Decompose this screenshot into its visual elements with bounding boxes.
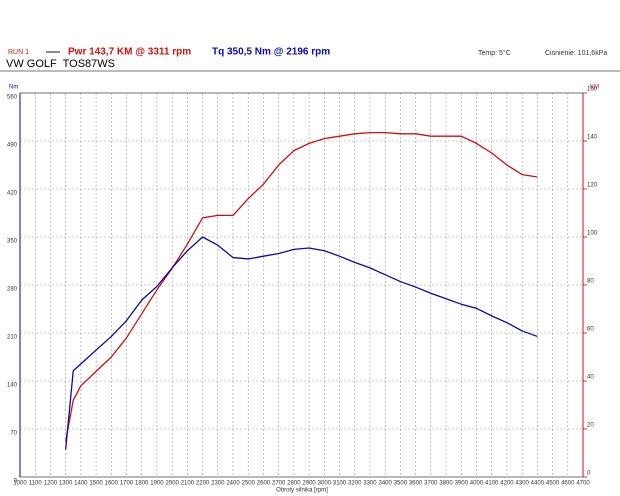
x-tick-label: 4000 bbox=[470, 481, 484, 487]
x-tick-label: 1800 bbox=[135, 481, 149, 487]
x-tick-label: 2900 bbox=[302, 481, 316, 487]
x-tick-label: 2200 bbox=[196, 481, 210, 487]
y-tick-label: 350 bbox=[7, 239, 18, 245]
x-tick-label: 3200 bbox=[348, 481, 362, 487]
x-tick-label: 1100 bbox=[29, 481, 43, 487]
x-tick-label: 2800 bbox=[287, 481, 301, 487]
y-axis-label: Nm bbox=[9, 85, 18, 91]
x-tick-label: 3400 bbox=[379, 481, 393, 487]
y2-axis-label: KM bbox=[590, 85, 599, 91]
y-tick-label: 420 bbox=[7, 191, 18, 197]
x-tick-label: 1500 bbox=[89, 481, 103, 487]
x-tick-label: 1200 bbox=[44, 481, 58, 487]
y2-tick-label: 100 bbox=[587, 231, 598, 237]
x-tick-label: 1000 bbox=[13, 481, 27, 487]
chart-title: VW GOLF TOS87WS bbox=[6, 58, 115, 70]
x-tick-label: 2700 bbox=[272, 481, 286, 487]
x-tick-label: 4300 bbox=[515, 481, 529, 487]
x-tick-label: 4400 bbox=[531, 481, 545, 487]
x-tick-label: 3800 bbox=[439, 481, 453, 487]
x-tick-label: 1600 bbox=[105, 481, 119, 487]
x-tick-label: 4200 bbox=[500, 481, 514, 487]
y2-tick-label: 160 bbox=[587, 87, 598, 93]
x-tick-label: 3900 bbox=[455, 481, 469, 487]
y-tick-label: 210 bbox=[7, 335, 18, 341]
x-tick-label: 2600 bbox=[257, 481, 271, 487]
y-tick-label: 280 bbox=[7, 287, 18, 293]
x-tick-label: 3700 bbox=[424, 481, 438, 487]
x-tick-label: 3100 bbox=[333, 481, 347, 487]
x-tick-label: 1900 bbox=[150, 481, 164, 487]
y-tick-label: 140 bbox=[7, 383, 18, 389]
legend-entry: Tq 350,5 Nm @ 2196 rpm bbox=[212, 47, 330, 58]
x-tick-label: 2500 bbox=[242, 481, 256, 487]
x-tick-label: 3500 bbox=[394, 481, 408, 487]
x-tick-label: 3000 bbox=[318, 481, 332, 487]
x-tick-label: 2000 bbox=[165, 481, 179, 487]
y-tick-label: 70 bbox=[10, 431, 17, 437]
x-tick-label: 1400 bbox=[74, 481, 88, 487]
x-tick-label: 2400 bbox=[226, 481, 240, 487]
x-tick-label: 4500 bbox=[546, 481, 560, 487]
x-tick-label: 4600 bbox=[561, 481, 575, 487]
y2-tick-label: 120 bbox=[587, 183, 598, 189]
temperature: Temp: 5°C bbox=[478, 49, 511, 57]
x-axis-label: Obroty silnika [rpm] bbox=[276, 488, 328, 494]
x-tick-label: 1300 bbox=[59, 481, 73, 487]
data-line bbox=[65, 236, 538, 450]
y2-tick-label: 60 bbox=[587, 327, 594, 333]
x-tick-label: 2300 bbox=[211, 481, 225, 487]
x-tick-label: 2100 bbox=[181, 481, 195, 487]
data-line bbox=[65, 131, 538, 442]
pressure: Cisnienie: 101,6kPa bbox=[545, 50, 607, 57]
y-tick-label: 0 bbox=[14, 479, 18, 485]
x-tick-label: 1700 bbox=[120, 481, 134, 487]
y2-tick-label: 0 bbox=[587, 471, 591, 477]
y-tick-label: 490 bbox=[7, 143, 18, 149]
y2-tick-label: 80 bbox=[587, 279, 594, 285]
x-tick-label: 3300 bbox=[363, 481, 377, 487]
y2-tick-label: 140 bbox=[587, 135, 598, 141]
y-tick-label: 560 bbox=[7, 95, 18, 101]
x-tick-label: 3600 bbox=[409, 481, 423, 487]
y2-tick-label: 40 bbox=[587, 375, 594, 381]
legend-entry: Pwr 143,7 KM @ 3311 rpm bbox=[68, 47, 191, 58]
x-tick-label: 4700 bbox=[576, 481, 590, 487]
x-tick-label: 4100 bbox=[485, 481, 499, 487]
run-label: RUN 1 bbox=[8, 49, 29, 56]
y2-tick-label: 20 bbox=[587, 423, 594, 429]
